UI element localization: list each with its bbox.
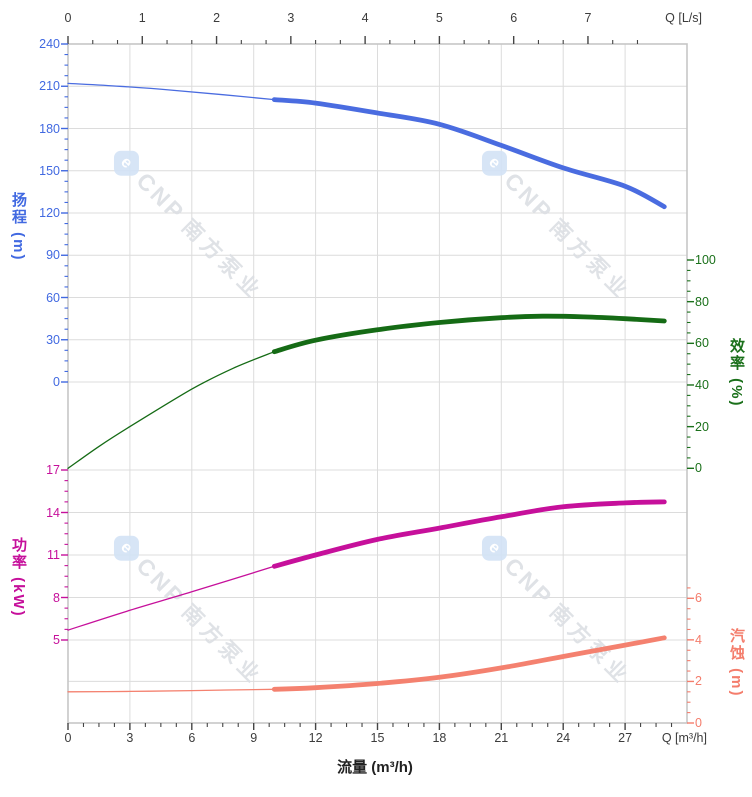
head-curve <box>271 97 667 210</box>
power-axis-title: 功率 (kW) <box>10 537 27 618</box>
power-curve-thin <box>67 565 275 631</box>
head-curve-thin <box>67 82 275 101</box>
bottom-axis-unit: Q [m³/h] <box>661 731 707 745</box>
top-axis-unit: Q [L/s] <box>665 11 702 25</box>
npsh-axis-title: 汽蚀 (m) <box>728 628 745 698</box>
power-curve <box>271 499 667 569</box>
eff-curve-thin <box>67 351 275 469</box>
efficiency-axis-title: 效率 (%) <box>728 338 745 408</box>
x-axis-title: 流量 (m³/h) <box>337 759 413 776</box>
npsh-curve-thin <box>67 688 275 693</box>
head-axis-title: 扬程 (m) <box>10 192 27 262</box>
npsh-curve <box>271 635 667 692</box>
eff-curve <box>271 313 667 355</box>
